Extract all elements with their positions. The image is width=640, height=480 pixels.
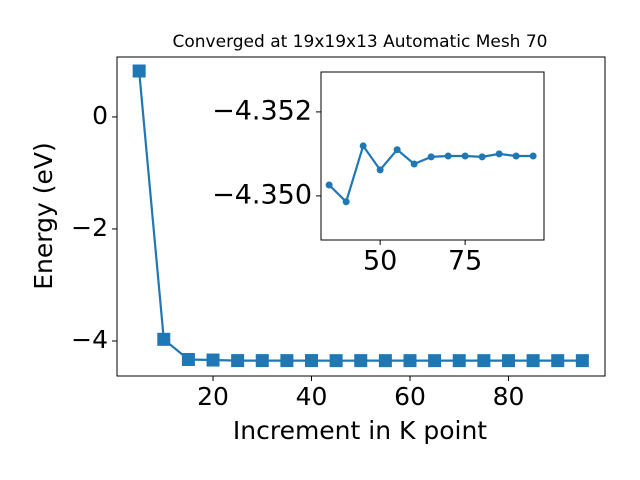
data-point — [342, 198, 350, 206]
y-tick-label: 0 — [92, 101, 108, 130]
y-tick-label: −4 — [71, 325, 108, 354]
plot-frame — [320, 71, 545, 241]
y-tick-label: −2 — [71, 213, 108, 242]
data-point — [526, 354, 540, 368]
data-point — [206, 353, 220, 367]
data-point — [157, 332, 171, 346]
data-point — [444, 152, 452, 160]
data-point — [428, 354, 442, 368]
data-point — [427, 153, 435, 161]
data-point — [376, 166, 384, 174]
data-point — [551, 354, 565, 368]
data-point — [461, 152, 469, 160]
x-tick-label: 80 — [493, 382, 525, 411]
data-point — [478, 153, 486, 161]
x-tick-label: 50 — [363, 246, 397, 277]
plot-frame — [116, 56, 606, 377]
data-point — [575, 354, 589, 368]
data-line — [138, 70, 583, 362]
data-point — [255, 354, 269, 368]
x-tick-label: 60 — [394, 382, 426, 411]
x-tick-label: 40 — [296, 382, 328, 411]
x-axis-label: Increment in K point — [233, 416, 487, 445]
data-point — [231, 354, 245, 368]
data-point — [403, 354, 417, 368]
data-point — [512, 152, 520, 160]
data-point — [305, 354, 319, 368]
x-tick-label: 20 — [197, 382, 229, 411]
data-point — [280, 354, 294, 368]
x-tick-label: 75 — [448, 246, 482, 277]
data-point — [132, 64, 146, 78]
y-tick-label: −4.350 — [212, 179, 312, 210]
data-point — [354, 354, 368, 368]
data-point — [452, 354, 466, 368]
y-axis-label: Energy (eV) — [29, 142, 58, 289]
y-tick-label: −4.352 — [212, 95, 312, 126]
data-point — [410, 160, 418, 168]
data-point — [378, 354, 392, 368]
data-point — [393, 146, 401, 154]
data-point — [529, 152, 537, 160]
chart-title: Converged at 19x19x13 Automatic Mesh 70 — [173, 32, 548, 52]
data-point — [495, 150, 503, 158]
data-point — [501, 354, 515, 368]
data-point — [477, 354, 491, 368]
data-point — [325, 181, 333, 189]
data-point — [329, 354, 343, 368]
data-point — [181, 352, 195, 366]
data-point — [359, 142, 367, 150]
